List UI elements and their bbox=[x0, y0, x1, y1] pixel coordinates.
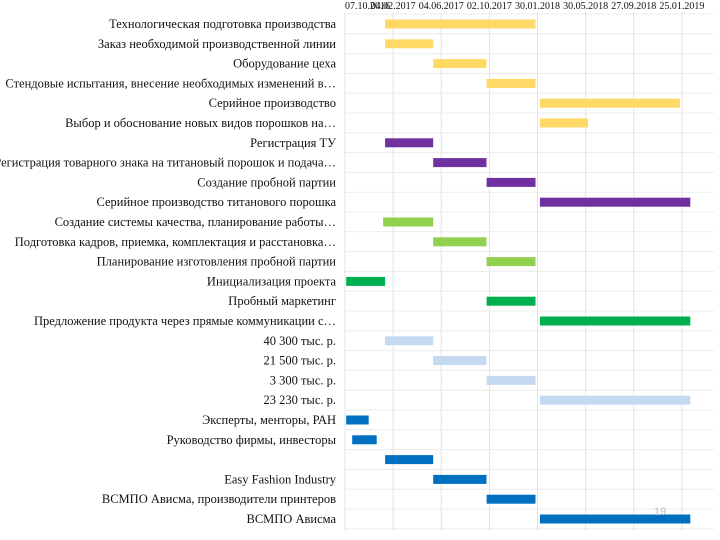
task-label: Пробный маркетинг bbox=[228, 294, 336, 308]
task-bar bbox=[486, 494, 536, 504]
task-label: Эксперты, менторы, РАН bbox=[202, 413, 336, 427]
task-label: Заказ необходимой производственной линии bbox=[98, 37, 336, 51]
x-tick-label: 30.01.2018 bbox=[515, 1, 560, 12]
x-tick-label: 27.09.2018 bbox=[611, 1, 656, 12]
row-labels: Технологическая подготовка производства З… bbox=[0, 17, 337, 526]
task-label: Регистрация ТУ bbox=[250, 136, 336, 150]
x-tick-label: 07.10.2016 bbox=[345, 1, 390, 12]
x-tick-label: 30.05.2018 bbox=[563, 1, 608, 12]
task-label: Подготовка кадров, приемка, комплектация… bbox=[15, 235, 336, 249]
task-label: Стендовые испытания, внесение необходимы… bbox=[5, 76, 336, 90]
task-bar bbox=[433, 237, 487, 247]
task-bar bbox=[486, 375, 536, 385]
task-bar bbox=[539, 118, 588, 128]
gridlines bbox=[344, 12, 714, 531]
task-label: Easy Fashion Industry bbox=[224, 472, 337, 486]
task-label: Создание пробной партии bbox=[197, 175, 336, 189]
x-tick-label: 04.06.2017 bbox=[419, 1, 464, 12]
task-bar bbox=[486, 296, 536, 306]
task-bar bbox=[385, 39, 434, 49]
task-bar bbox=[539, 395, 691, 405]
task-bar bbox=[383, 217, 434, 227]
task-bar bbox=[385, 455, 434, 465]
x-tick-label: 04.02.2017 bbox=[371, 1, 416, 12]
task-bar bbox=[346, 415, 369, 425]
task-label: 40 300 тыс. р. bbox=[263, 334, 336, 348]
task-label: ВСМПО Ависма bbox=[246, 512, 336, 526]
task-label: 3 300 тыс. р. bbox=[270, 373, 336, 387]
task-label: Оборудование цеха bbox=[233, 57, 336, 71]
task-label: Регистрация товарного знака на титановый… bbox=[0, 156, 336, 170]
task-label: Создание системы качества, планирование … bbox=[55, 215, 336, 229]
bars bbox=[346, 19, 691, 524]
task-bar bbox=[486, 78, 536, 88]
task-label: Технологическая подготовка производства bbox=[109, 17, 336, 31]
task-label: Выбор и обоснование новых видов порошков… bbox=[65, 116, 336, 130]
x-tick-label: 02.10.2017 bbox=[467, 1, 512, 12]
task-bar bbox=[433, 356, 487, 366]
task-bar bbox=[539, 98, 680, 108]
task-label: Руководство фирмы, инвесторы bbox=[167, 433, 337, 447]
task-label: Серийное производство титанового порошка bbox=[96, 195, 336, 209]
task-label: 23 230 тыс. р. bbox=[263, 393, 336, 407]
task-bar bbox=[385, 336, 434, 346]
task-label: Инициализация проекта bbox=[207, 274, 337, 288]
task-bar bbox=[433, 59, 487, 69]
task-bar bbox=[433, 158, 487, 168]
task-label: ВСМПО Ависма, производители принтеров bbox=[102, 492, 336, 506]
task-bar bbox=[539, 316, 691, 326]
task-bar bbox=[433, 474, 487, 484]
task-bar bbox=[385, 19, 536, 29]
task-label: 21 500 тыс. р. bbox=[263, 354, 336, 368]
task-label: Предложение продукта через прямые коммун… bbox=[34, 314, 336, 328]
task-bar bbox=[486, 177, 536, 187]
task-bar bbox=[539, 514, 691, 524]
task-bar bbox=[385, 138, 434, 148]
task-label: Планирование изготовления пробной партии bbox=[97, 255, 337, 269]
task-label: Серийное производство bbox=[209, 96, 336, 110]
task-bar bbox=[352, 435, 377, 445]
task-bar bbox=[346, 276, 386, 286]
task-bar bbox=[486, 257, 536, 267]
page-number: 19 bbox=[654, 506, 667, 518]
x-tick-label: 25.01.2019 bbox=[659, 1, 704, 12]
task-bar bbox=[539, 197, 691, 207]
